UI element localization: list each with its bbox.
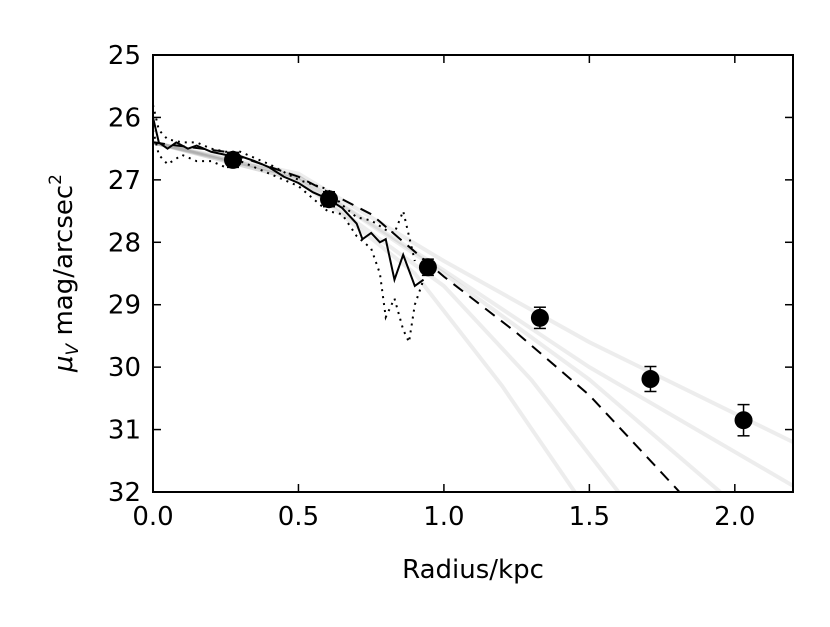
- y-label-text: mag/arcsec: [49, 185, 79, 344]
- x-tick-label: 0.0: [132, 502, 173, 532]
- plot-lines: [153, 104, 793, 492]
- series-line: [153, 141, 681, 492]
- x-tick-label: 1.0: [423, 502, 464, 532]
- y-tick-label: 31: [108, 416, 141, 446]
- y-label-superscript: 2: [46, 174, 66, 185]
- series-line: [153, 117, 425, 288]
- y-tick-label: 26: [108, 103, 141, 133]
- y-tick-label: 27: [108, 166, 141, 196]
- series-line: [153, 140, 793, 444]
- x-tick-label: 2.0: [714, 502, 755, 532]
- data-point: [418, 258, 437, 277]
- series-line: [153, 140, 722, 492]
- y-label-subscript: V: [63, 342, 83, 355]
- data-point: [224, 150, 242, 169]
- plot-frame: [152, 54, 794, 493]
- y-tick-label: 29: [108, 291, 141, 321]
- y-axis-label: μV mag/arcsec2: [46, 174, 83, 373]
- series-line: [153, 129, 425, 346]
- series-line: [153, 140, 621, 492]
- data-point: [320, 190, 338, 209]
- y-label-symbol: μ: [49, 355, 79, 373]
- y-tick-label: 30: [108, 353, 141, 383]
- data-point: [734, 411, 753, 430]
- series-line: [153, 140, 577, 492]
- y-tick-label: 32: [108, 478, 141, 508]
- x-tick-label: 1.5: [569, 502, 610, 532]
- data-point: [641, 370, 660, 389]
- y-tick-label: 25: [108, 41, 141, 71]
- x-axis-label: Radius/kpc: [402, 555, 544, 585]
- series-line: [153, 140, 793, 488]
- y-tick-label: 28: [108, 228, 141, 258]
- data-point: [530, 308, 549, 327]
- x-tick-label: 0.5: [278, 502, 319, 532]
